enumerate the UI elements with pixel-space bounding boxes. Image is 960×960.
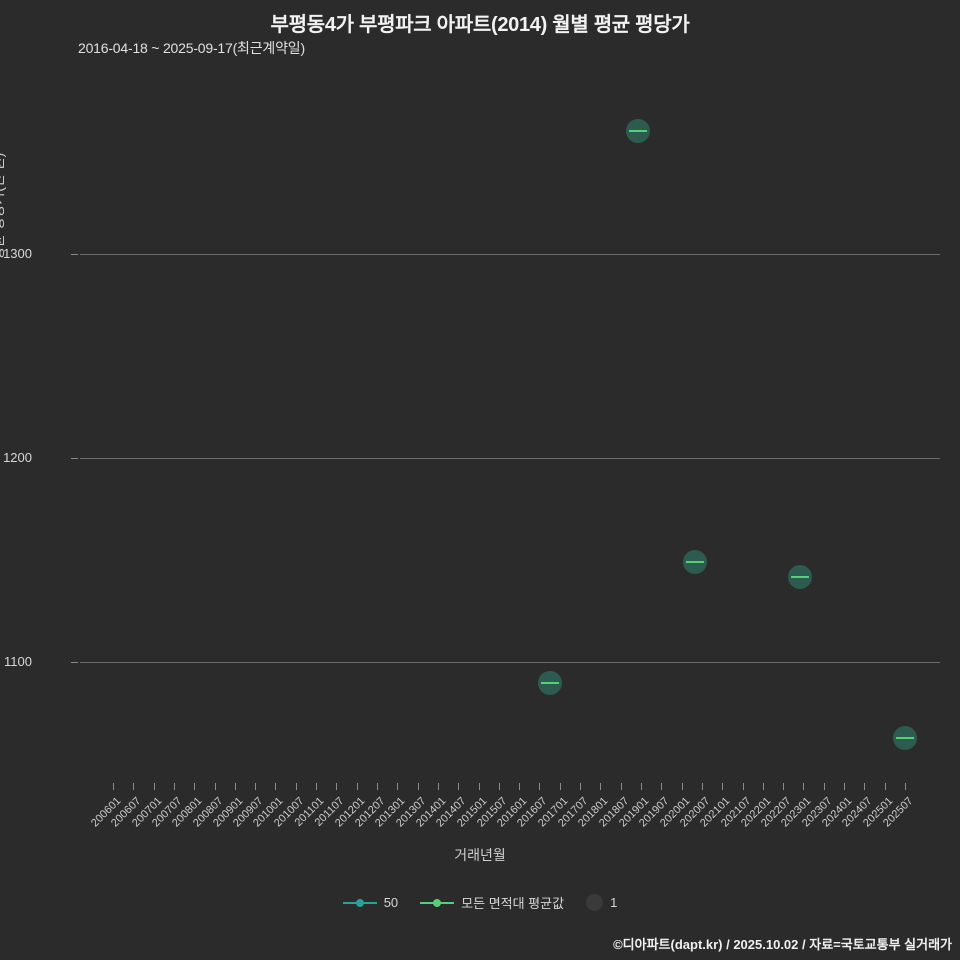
x-tick-mark [194, 783, 196, 790]
data-point-marker-dash [791, 575, 810, 578]
x-tick-mark [884, 783, 886, 790]
legend-label: 50 [383, 895, 399, 910]
x-tick-mark [661, 783, 663, 790]
x-tick-mark [234, 783, 236, 790]
legend-line-icon [420, 897, 455, 909]
x-tick-mark [458, 783, 460, 790]
x-tick-mark [803, 783, 805, 790]
x-tick-mark [823, 783, 825, 790]
data-point-marker-dash [686, 561, 705, 564]
x-tick-mark [255, 783, 257, 790]
y-tick-label: 1300 [3, 245, 32, 261]
data-point-marker-dash [540, 681, 559, 684]
y-gridline [80, 662, 940, 664]
x-tick-mark [417, 783, 419, 790]
data-point[interactable] [537, 670, 562, 695]
y-tick-label: 1200 [3, 450, 32, 466]
y-gridline [80, 253, 940, 255]
legend-item[interactable]: 모든 면적대 평균값 [420, 893, 564, 912]
x-tick-mark [397, 783, 399, 790]
x-tick-mark [377, 783, 378, 790]
x-tick-mark [864, 783, 866, 790]
y-tick-label: 1100 [4, 654, 32, 670]
x-tick-mark [620, 783, 622, 790]
x-tick-mark [844, 783, 846, 790]
y-gridline [80, 458, 940, 460]
x-tick-mark [478, 783, 480, 790]
x-tick-mark [498, 783, 500, 790]
x-tick-mark [600, 783, 602, 790]
x-tick-mark [762, 783, 764, 790]
x-tick-mark [153, 783, 155, 790]
x-tick-mark [133, 783, 135, 790]
x-tick-mark [173, 783, 175, 790]
x-tick-mark [641, 783, 642, 790]
x-tick-mark [356, 783, 358, 790]
x-axis-title: 거래년월 [454, 847, 506, 863]
x-tick-mark [275, 783, 277, 790]
x-tick-mark [783, 783, 785, 790]
x-tick-mark [214, 783, 216, 790]
plot-area: 1100 1200 1300 [3, 70, 940, 785]
legend-item[interactable]: 50 [342, 895, 399, 910]
data-point[interactable] [893, 726, 917, 750]
legend-label: 1 [610, 895, 618, 910]
x-tick-mark [113, 783, 114, 790]
y-tick-mark [71, 253, 78, 255]
legend-circle-icon [586, 894, 604, 911]
y-axis-title: 평균 평당가(만 원) [0, 152, 6, 260]
x-tick-mark [722, 783, 724, 790]
chart-footer: ©디아파트(dapt.kr) / 2025.10.02 / 자료=국토교통부 실… [613, 937, 952, 952]
y-tick-mark [71, 662, 78, 664]
data-point-marker-dash [896, 737, 914, 739]
x-tick-mark [559, 783, 561, 790]
data-point[interactable] [683, 550, 708, 575]
legend-line-icon [342, 897, 377, 909]
x-tick-mark [519, 783, 521, 790]
x-tick-mark [437, 783, 439, 790]
x-tick-mark [316, 783, 318, 790]
legend-label: 모든 면적대 평균값 [461, 896, 565, 911]
x-tick-mark [742, 783, 744, 790]
legend-item[interactable]: 1 [586, 894, 617, 911]
x-tick-mark [681, 783, 683, 790]
y-tick-mark [71, 458, 78, 460]
data-point[interactable] [788, 564, 813, 589]
data-point-marker-dash [628, 130, 647, 133]
x-tick-mark [905, 783, 906, 790]
x-tick-mark [295, 783, 297, 790]
chart-legend: 50 모든 면적대 평균값 1 [0, 893, 960, 912]
page-title: 부평동4가 부평파크 아파트(2014) 월별 평균 평당가 [270, 14, 690, 36]
x-tick-mark [539, 783, 541, 790]
x-tick-mark [701, 783, 703, 790]
chart-subtitle: 2016-04-18 ~ 2025-09-17(최근계약일) [78, 40, 305, 56]
data-point[interactable] [625, 119, 650, 144]
x-tick-mark [580, 783, 582, 790]
x-tick-mark [336, 783, 338, 790]
